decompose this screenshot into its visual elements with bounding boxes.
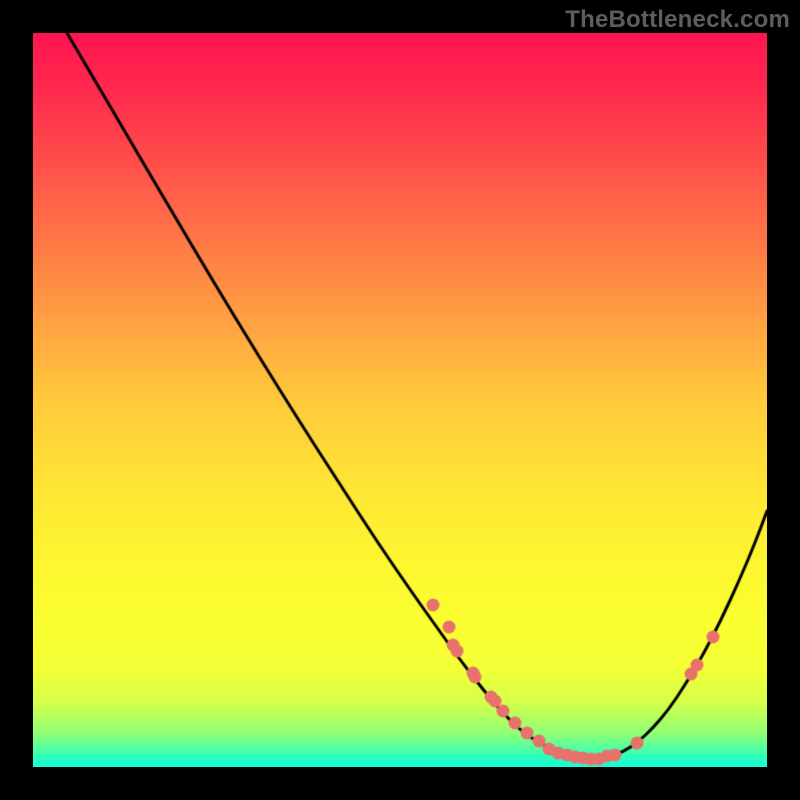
watermark-text: TheBottleneck.com: [565, 6, 790, 34]
plot-area: [33, 33, 767, 767]
bottleneck-curve-chart: [33, 33, 767, 767]
